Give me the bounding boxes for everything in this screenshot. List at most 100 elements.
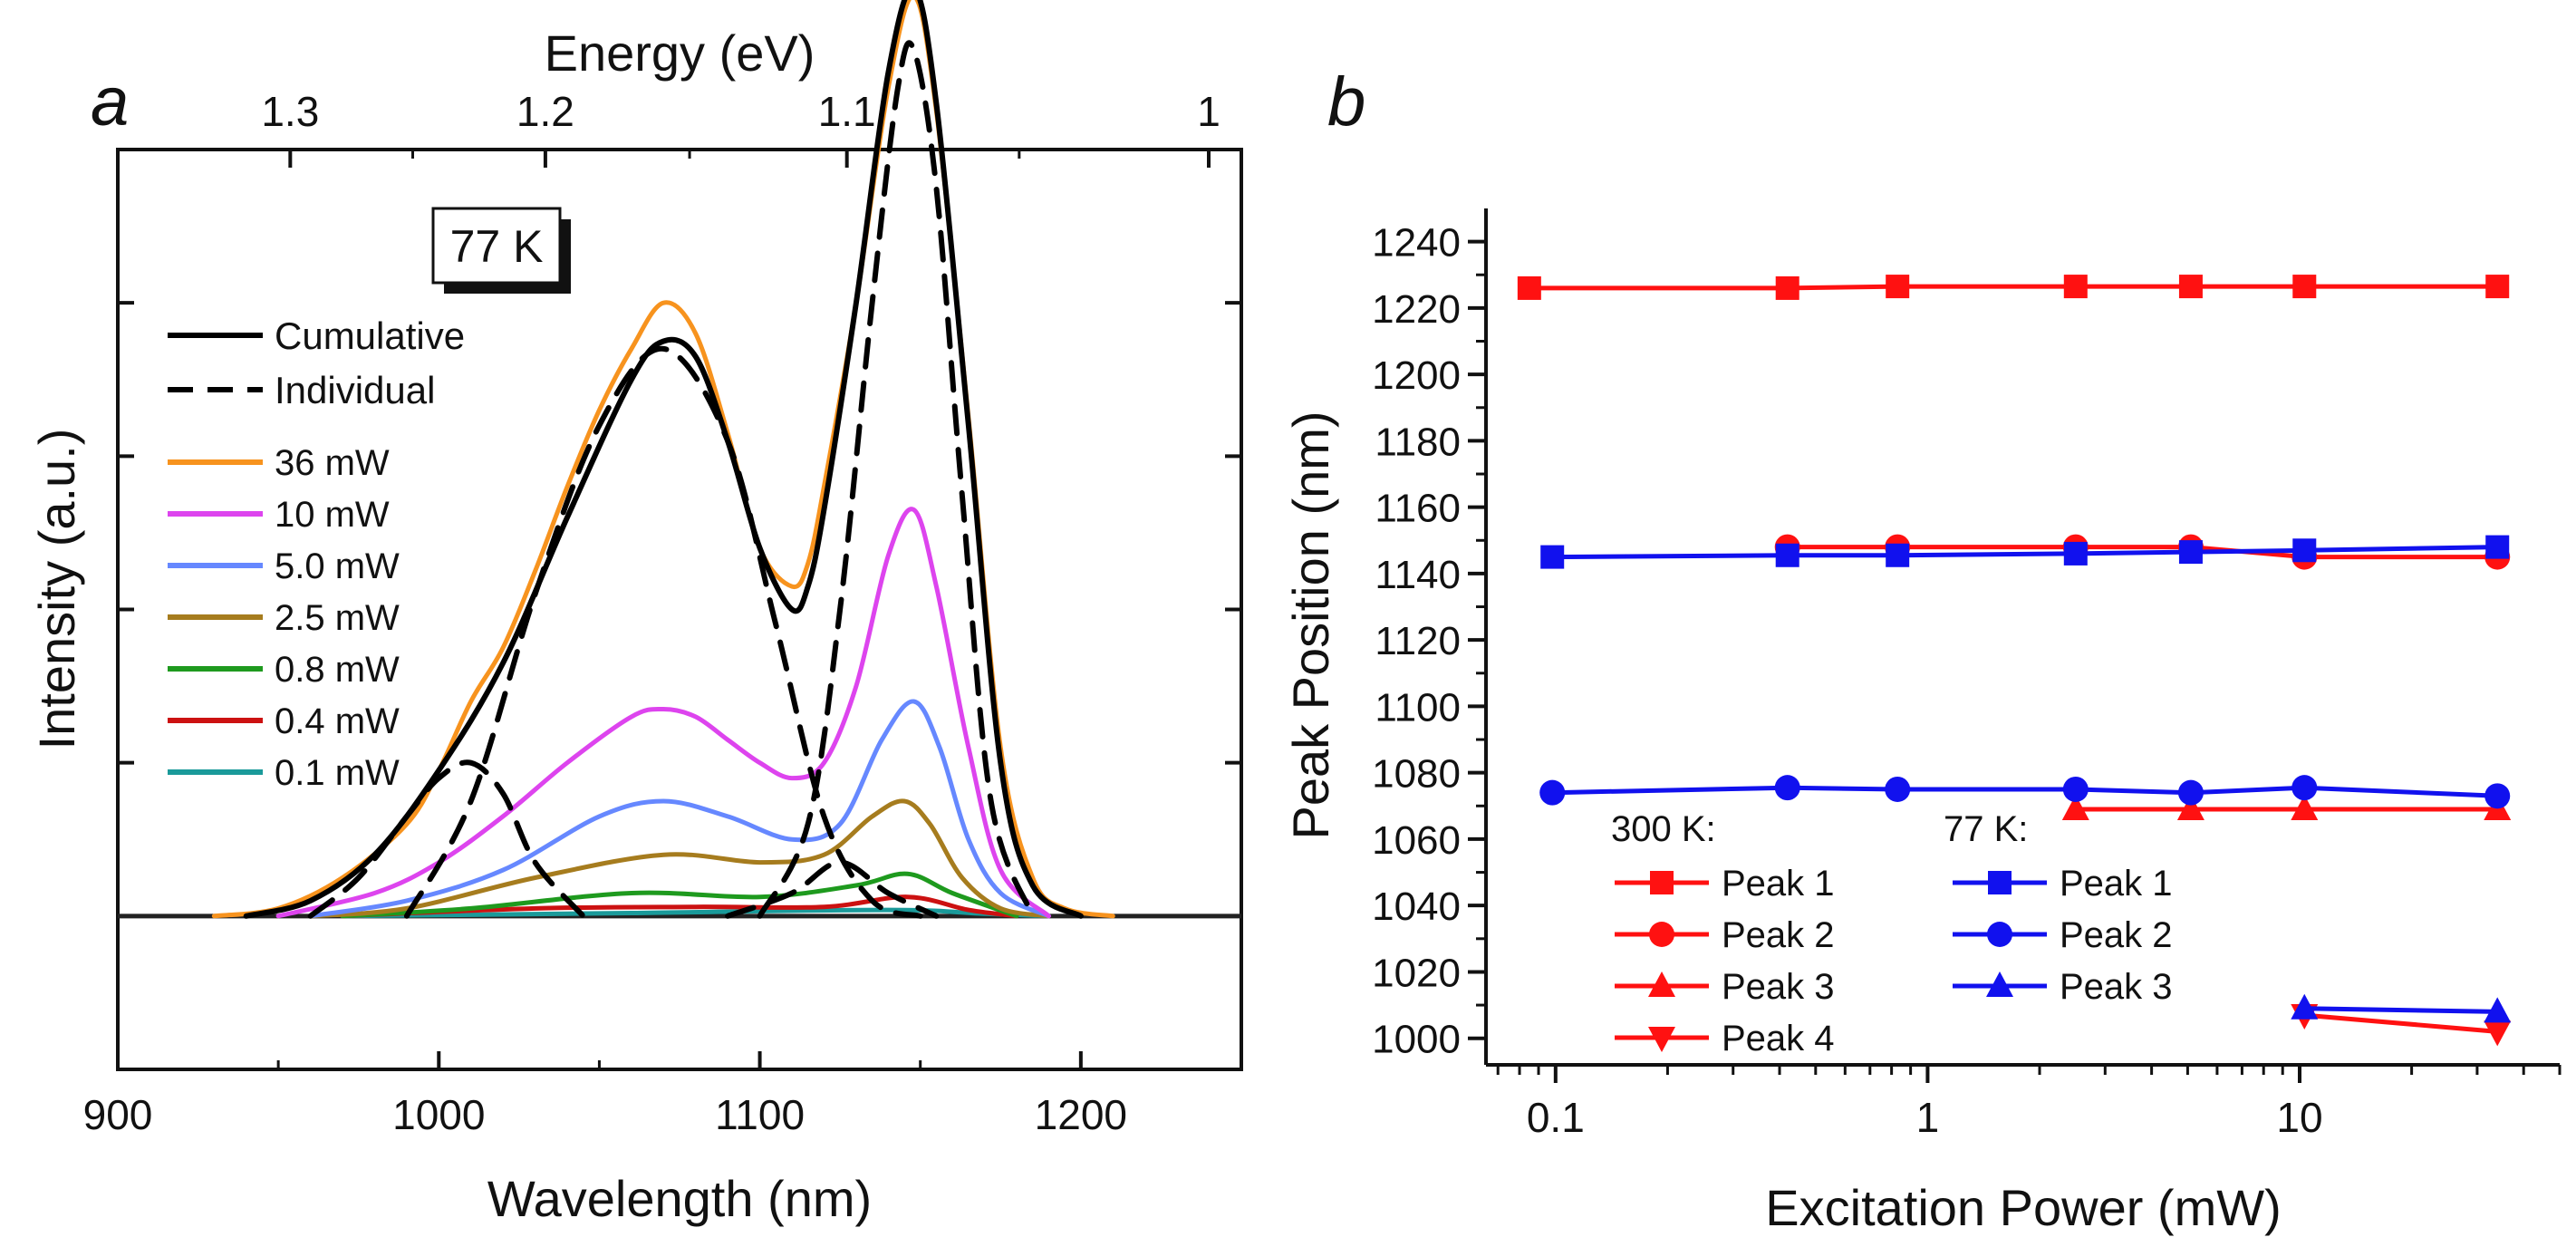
legend-label-5-0-mw: 5.0 mW xyxy=(275,546,400,586)
a-top-tick-label-1: 1.2 xyxy=(516,88,574,135)
legend-label-2-5-mw: 2.5 mW xyxy=(275,598,400,638)
b-ytick-label-1: 1020 xyxy=(1372,951,1461,995)
b-xtick-label-1: 1 xyxy=(1916,1094,1940,1141)
legend-label-0-1-mw: 0.1 mW xyxy=(275,753,400,793)
panel-a-series xyxy=(211,0,1115,919)
a-xtick-label-1: 1000 xyxy=(392,1091,485,1138)
panel-a-top-xlabel: Energy (eV) xyxy=(545,24,815,82)
panel-b-legend: Peak 1 Peak 2 Peak 3 Peak 4 Peak 1 Peak 2 Peak… xyxy=(1615,864,2173,1058)
panel-b-xlabel: Excitation Power (mW) xyxy=(1765,1179,2281,1236)
b-ytick-label-12: 1240 xyxy=(1372,221,1461,266)
panel-b: b Excitation Power (mW) Peak Position (n… xyxy=(1282,63,2562,1236)
b-ytick-label-9: 1180 xyxy=(1375,420,1461,464)
legend-77-k-peak-3-label: Peak 3 xyxy=(2060,967,2173,1007)
b-300-k-peak-2-line xyxy=(1787,545,2498,560)
b-300-k-peak-1-point-2 xyxy=(1886,275,1910,299)
b-ytick-label-11: 1220 xyxy=(1372,287,1461,332)
b-300-k-peak-3-point-1 xyxy=(2176,794,2205,820)
b-300-k-peak-1-point-6 xyxy=(2485,275,2510,299)
b-300-k-peak-1-point-5 xyxy=(2292,275,2317,299)
a-line-individual-peak-4 xyxy=(725,859,940,919)
b-77-k-peak-2-point-6 xyxy=(2484,783,2511,809)
a-line-2-5-mw xyxy=(308,798,1051,919)
panel-b-label: b xyxy=(1327,63,1365,140)
a-line-individual-peak-1 xyxy=(307,759,586,919)
b-77-k-peak-2-point-5 xyxy=(2291,775,2318,801)
annotation-box xyxy=(431,207,562,285)
b-300-k-peak-1-point-4 xyxy=(2178,275,2203,299)
b-77-k-peak-1-point-5 xyxy=(2292,538,2317,563)
legend-300-k-peak-4-label: Peak 4 xyxy=(1722,1019,1835,1058)
b-77-k-peak-2-point-0 xyxy=(1539,779,1566,806)
b-77-k-peak-1-point-3 xyxy=(2063,541,2088,566)
a-line-individual-peak-3 xyxy=(757,40,1036,919)
legend-300-k-peak-3-marker xyxy=(1648,972,1675,997)
b-ytick-label-10: 1200 xyxy=(1372,353,1461,398)
b-77-k-peak-1-point-4 xyxy=(2178,540,2203,565)
b-77-k-peak-1-point-2 xyxy=(1886,543,1910,567)
b-ytick-label-0: 1000 xyxy=(1372,1018,1461,1062)
b-ytick-label-3: 1060 xyxy=(1372,818,1461,863)
legend-77-k-peak-1-marker xyxy=(1988,871,2012,894)
b-77-k-peak-2-point-2 xyxy=(1885,776,1911,802)
panel-b-ylabel: Peak Position (nm) xyxy=(1282,411,1339,839)
a-line-0-8-mw xyxy=(340,871,1019,919)
legend-group-300k: 300 K: xyxy=(1611,809,1716,849)
a-xtick-label-2: 1100 xyxy=(715,1091,805,1138)
b-ytick-label-6: 1120 xyxy=(1375,619,1461,663)
legend-300-k-peak-1-marker xyxy=(1650,871,1674,894)
b-77-k-peak-2-line xyxy=(1552,785,2498,798)
legend-individual-label: Individual xyxy=(275,369,435,411)
panel-b-ticks: 1000 1020 1040 1060 1080 1100 1120 1140 1160 1180… xyxy=(1372,221,2562,1141)
b-300-k-peak-3-point-2 xyxy=(2291,794,2319,820)
legend-300-k-peak-2-marker xyxy=(1649,922,1674,947)
b-77-k-peak-1-point-1 xyxy=(1775,543,1799,567)
legend-label-36-mw: 36 mW xyxy=(275,443,390,483)
b-ytick-label-7: 1140 xyxy=(1375,553,1461,597)
a-top-tick-label-3: 1 xyxy=(1197,88,1220,135)
b-300-k-peak-3-point-0 xyxy=(2061,794,2089,820)
legend-cumulative-label: Cumulative xyxy=(275,314,465,357)
b-xtick-label-2: 10 xyxy=(2276,1094,2322,1141)
a-top-tick-label-0: 1.3 xyxy=(261,88,319,135)
a-line-individual-peak-2 xyxy=(403,345,923,919)
panel-a: a Energy (eV) Wavelength (nm) Intensity … xyxy=(28,0,1243,1227)
panel-a-xlabel: Wavelength (nm) xyxy=(487,1170,872,1227)
annotation-77k: 77 K xyxy=(450,221,544,272)
a-xtick-label-3: 1200 xyxy=(1035,1091,1127,1138)
panel-a-power-legend: 36 mW 10 mW 5.0 mW 2.5 mW 0.8 mW 0.4 mW 0.1 mW xyxy=(168,443,400,793)
a-line-10-mw xyxy=(275,507,1051,919)
a-line-cumulative-fit xyxy=(243,0,1084,919)
b-300-k-peak-1-point-1 xyxy=(1775,276,1799,300)
b-77-k-peak-2-point-4 xyxy=(2177,779,2204,806)
legend-77-k-peak-2-label: Peak 2 xyxy=(2060,915,2173,955)
b-77-k-peak-2-point-3 xyxy=(2062,776,2089,802)
a-top-tick-label-2: 1.1 xyxy=(818,88,876,135)
panel-a-ylabel: Intensity (a.u.) xyxy=(28,429,85,750)
panel-b-series xyxy=(1517,275,2512,1047)
legend-label-0-4-mw: 0.4 mW xyxy=(275,701,400,741)
legend-300-k-peak-1-label: Peak 1 xyxy=(1722,864,1835,904)
a-xtick-label-0: 900 xyxy=(83,1091,153,1138)
b-77-k-peak-2-point-1 xyxy=(1774,775,1800,801)
b-300-k-peak-1-point-0 xyxy=(1517,276,1541,300)
legend-300-k-peak-2-label: Peak 2 xyxy=(1722,915,1835,955)
legend-77-k-peak-3-marker xyxy=(1986,972,2013,997)
b-xtick-label-0: 0.1 xyxy=(1527,1094,1585,1141)
b-300-k-peak-1-line xyxy=(1529,284,2498,291)
b-ytick-label-4: 1080 xyxy=(1372,752,1461,797)
b-ytick-label-2: 1040 xyxy=(1372,884,1461,929)
legend-group-77k: 77 K: xyxy=(1944,809,2028,849)
b-77-k-peak-1-point-6 xyxy=(2485,535,2510,559)
legend-77-k-peak-1-label: Peak 1 xyxy=(2060,864,2173,904)
b-77-k-peak-3-point-0 xyxy=(2291,993,2319,1020)
panel-a-ticks: 900 1000 1100 1200 1.3 1.2 1.1 1 xyxy=(83,88,1243,1138)
legend-77-k-peak-2-marker xyxy=(1987,922,2012,947)
legend-label-0-8-mw: 0.8 mW xyxy=(275,650,400,690)
legend-label-10-mw: 10 mW xyxy=(275,495,390,535)
legend-300-k-peak-3-label: Peak 3 xyxy=(1722,967,1835,1007)
panel-a-label: a xyxy=(91,63,129,140)
b-77-k-peak-3-line xyxy=(2304,1006,2498,1014)
b-77-k-peak-1-point-0 xyxy=(1540,545,1565,569)
